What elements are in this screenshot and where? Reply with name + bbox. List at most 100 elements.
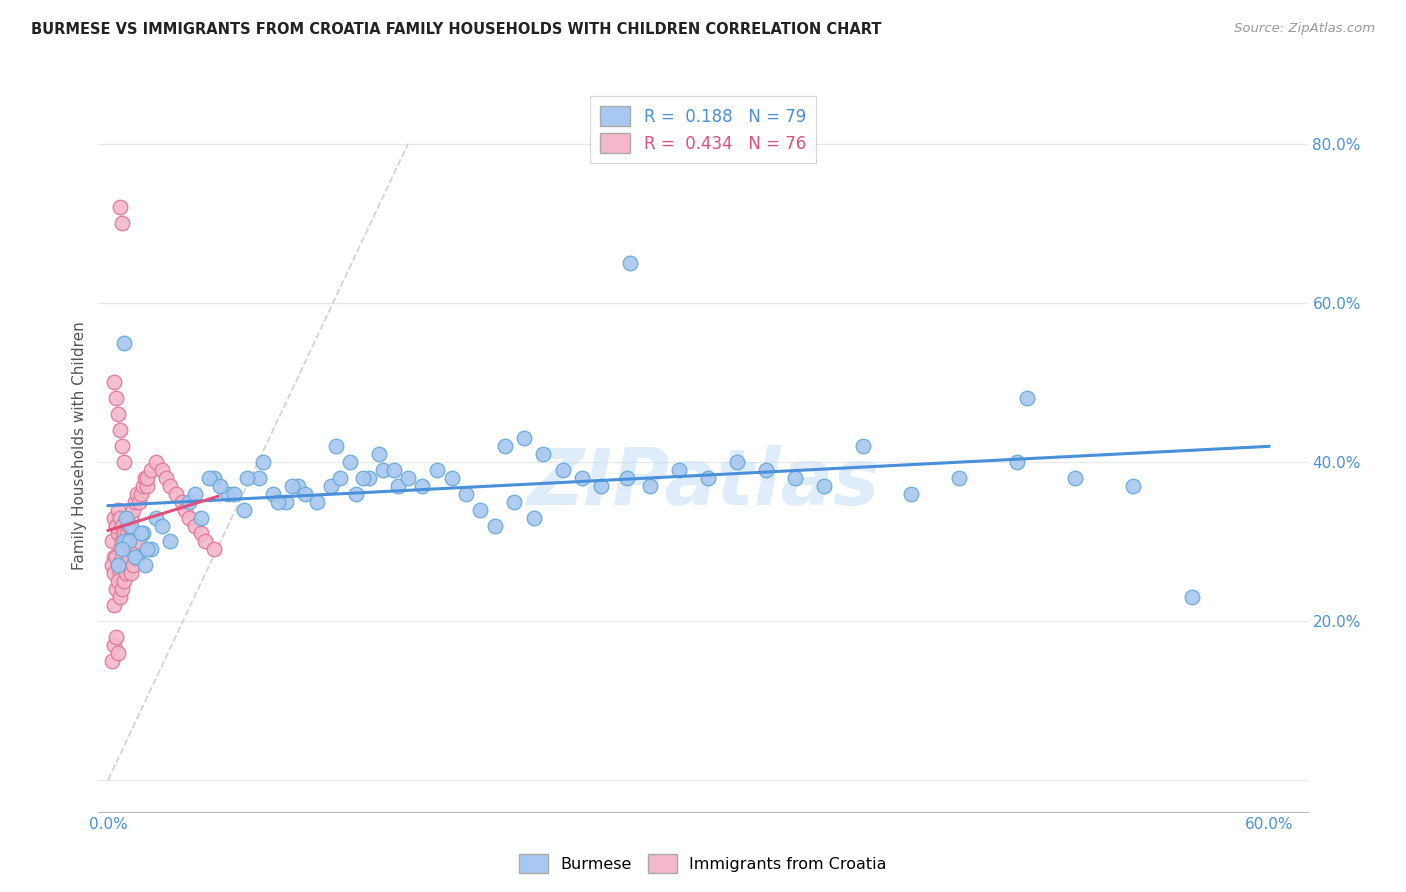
Point [108,590,131,604]
Point [111,518,134,533]
Point [118,542,141,557]
Point [494,439,516,453]
Point [134,471,156,485]
Point [112,542,135,557]
Point [696,471,718,485]
Point [155,471,177,485]
Point [114,534,136,549]
Point [120,518,142,533]
Point [174,502,197,516]
Point [396,471,419,485]
Point [107,646,129,660]
Point [107,502,129,516]
Point [1122,479,1144,493]
Point [103,376,125,390]
Point [111,534,134,549]
Point [668,463,690,477]
Point [128,534,150,549]
Point [103,510,125,524]
Point [441,471,464,485]
Point [1007,455,1029,469]
Point [111,439,134,453]
Point [101,654,124,668]
Point [104,392,127,406]
Point [165,486,187,500]
Point [179,494,201,508]
Point [107,558,129,573]
Point [117,526,139,541]
Point [127,550,149,565]
Point [725,455,748,469]
Point [755,463,778,477]
Point [305,494,328,508]
Point [551,463,574,477]
Point [384,463,406,477]
Point [118,550,141,565]
Point [112,534,135,549]
Point [103,638,125,652]
Point [783,471,806,485]
Point [353,471,375,485]
Point [108,201,131,215]
Point [145,510,167,524]
Point [112,455,135,469]
Point [103,566,125,581]
Point [484,518,506,533]
Point [344,486,367,500]
Point [209,479,232,493]
Point [111,216,134,230]
Point [112,526,135,541]
Point [531,447,554,461]
Point [190,526,212,541]
Legend: Burmese, Immigrants from Croatia: Burmese, Immigrants from Croatia [513,847,893,880]
Point [616,471,638,485]
Point [120,526,142,541]
Point [114,526,136,541]
Point [503,494,526,508]
Point [103,598,125,612]
Point [222,486,245,500]
Point [1015,392,1038,406]
Point [101,534,124,549]
Point [591,479,613,493]
Point [108,566,131,581]
Point [108,510,131,524]
Point [132,526,155,541]
Point [134,558,156,573]
Point [135,471,157,485]
Point [267,494,290,508]
Point [101,558,124,573]
Point [104,630,127,644]
Point [108,542,131,557]
Point [104,518,127,533]
Point [128,494,150,508]
Point [359,471,381,485]
Y-axis label: Family Households with Children: Family Households with Children [72,322,87,570]
Point [217,486,239,500]
Point [426,463,449,477]
Point [184,486,207,500]
Point [159,534,181,549]
Point [122,502,145,516]
Point [107,558,129,573]
Point [135,542,157,557]
Point [281,479,304,493]
Point [204,471,226,485]
Point [813,479,835,493]
Point [111,550,134,565]
Point [108,423,131,437]
Point [252,455,274,469]
Text: BURMESE VS IMMIGRANTS FROM CROATIA FAMILY HOUSEHOLDS WITH CHILDREN CORRELATION C: BURMESE VS IMMIGRANTS FROM CROATIA FAMIL… [31,22,882,37]
Point [124,550,146,565]
Point [1064,471,1087,485]
Point [387,479,409,493]
Point [319,479,342,493]
Point [132,479,155,493]
Point [368,447,391,461]
Point [104,550,127,565]
Point [104,518,127,533]
Point [104,582,127,596]
Point [114,510,136,524]
Point [120,566,142,581]
Point [190,510,212,524]
